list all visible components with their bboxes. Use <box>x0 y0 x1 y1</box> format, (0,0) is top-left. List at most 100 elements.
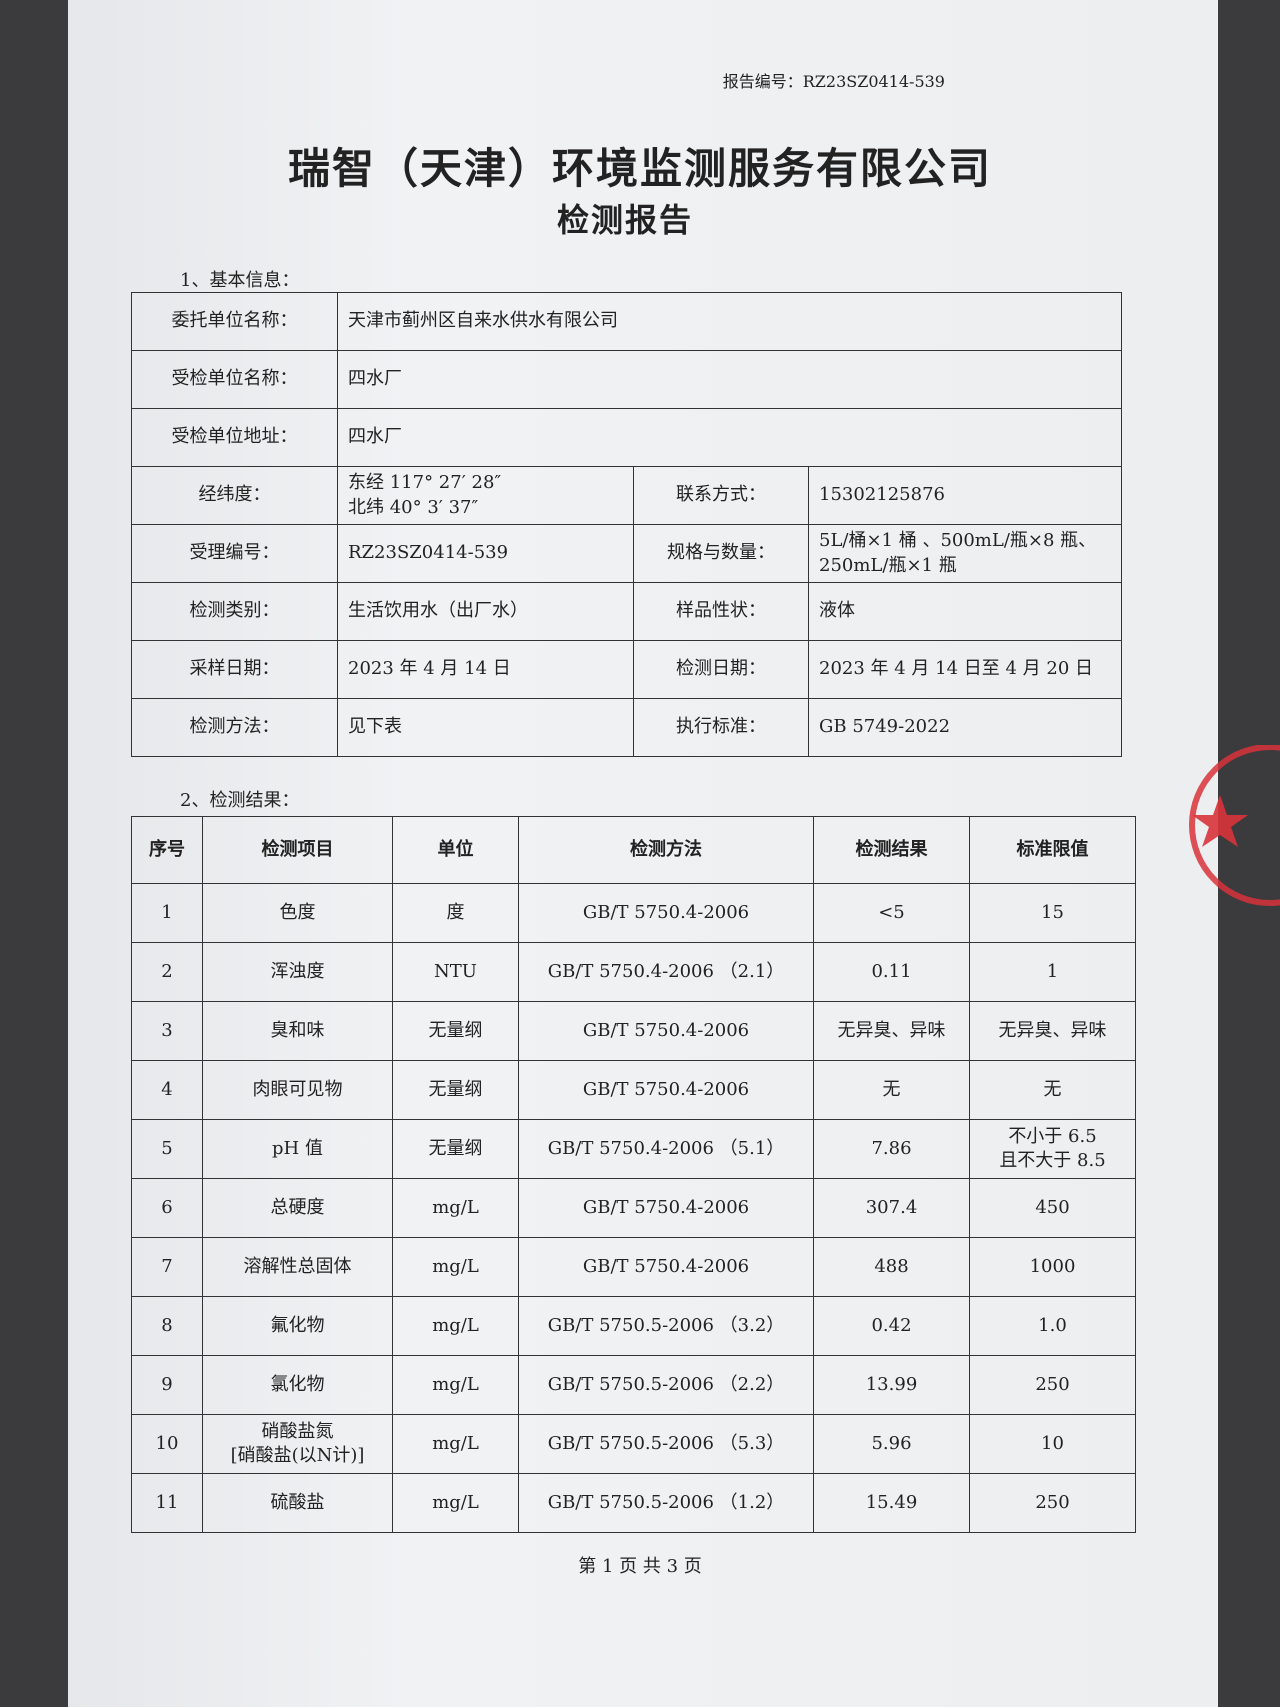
column-header: 序号 <box>131 816 203 884</box>
result-cell: 氟化物 <box>202 1296 393 1356</box>
info-value: 生活饮用水（出厂水） <box>337 582 634 641</box>
info-label: 联系方式： <box>633 466 809 525</box>
info-label: 经纬度： <box>131 466 338 525</box>
result-cell: GB/T 5750.5-2006 （2.2） <box>518 1355 814 1415</box>
result-cell: 硫酸盐 <box>202 1473 393 1533</box>
result-row: 8 氟化物 mg/L GB/T 5750.5-2006 （3.2） 0.42 1.0 <box>131 1296 1136 1356</box>
section-heading: 2、检测结果： <box>180 790 300 811</box>
result-cell: 1.0 <box>969 1296 1136 1356</box>
info-label: 受检单位名称： <box>131 350 338 409</box>
result-cell: GB/T 5750.5-2006 （3.2） <box>518 1296 814 1356</box>
result-cell: mg/L <box>392 1296 519 1356</box>
info-row: 受理编号： RZ23SZ0414-539 规格与数量： 5L/桶×1 桶 、500mL… <box>131 524 1123 583</box>
info-label: 检测日期： <box>633 640 809 699</box>
result-cell: mg/L <box>392 1473 519 1533</box>
result-row: 3 臭和味 无量纲 GB/T 5750.4-2006 无异臭、异味 无异臭、异味 <box>131 1001 1136 1061</box>
result-row: 5 pH 值无量纲 GB/T 5750.4-2006 （5.1） 7.86 不小于 6.… <box>131 1119 1136 1179</box>
result-row: 7 溶解性总固体 mg/L GB/T 5750.4-2006 488 1000 <box>131 1237 1136 1297</box>
result-cell: 2 <box>131 942 203 1002</box>
info-row: 受检单位名称： 四水厂 <box>131 350 1123 409</box>
result-cell: 色度 <box>202 883 393 943</box>
result-cell: mg/L <box>392 1178 519 1238</box>
result-cell: 250 <box>969 1473 1136 1533</box>
result-cell: 0.42 <box>813 1296 970 1356</box>
info-row: 委托单位名称： 天津市蓟州区自来水供水有限公司 <box>131 292 1123 351</box>
info-label: 规格与数量： <box>633 524 809 583</box>
result-cell: 无 <box>969 1060 1136 1120</box>
info-label: 检测类别： <box>131 582 338 641</box>
result-cell: 6 <box>131 1178 203 1238</box>
result-cell: 5 <box>131 1119 203 1179</box>
info-label: 委托单位名称： <box>131 292 338 351</box>
info-label: 执行标准： <box>633 698 809 757</box>
column-header: 检测项目 <box>202 816 393 884</box>
report-number: 报告编号：RZ23SZ0414-539 <box>722 72 945 91</box>
result-cell: 无 <box>813 1060 970 1120</box>
result-cell: 8 <box>131 1296 203 1356</box>
result-row: 1 色度度 GB/T 5750.4-2006 <5 15 <box>131 883 1136 943</box>
result-cell: 1000 <box>969 1237 1136 1297</box>
result-row: 10 硝酸盐氮 [硝酸盐(以N计)] mg/L GB/T 5750.5-2006 （5… <box>131 1414 1136 1474</box>
result-cell: 10 <box>969 1414 1136 1474</box>
info-value: 四水厂 <box>336 408 1123 467</box>
result-cell: 无量纲 <box>392 1119 519 1179</box>
result-cell: 0.11 <box>813 942 970 1002</box>
result-cell: 浑浊度 <box>202 942 393 1002</box>
result-cell: 臭和味 <box>202 1001 393 1061</box>
result-cell: 3 <box>131 1001 203 1061</box>
result-row: 11 硫酸盐 mg/L GB/T 5750.5-2006 （1.2） 15.49 250 <box>131 1473 1136 1533</box>
result-cell: 1 <box>969 942 1136 1002</box>
result-cell: 总硬度 <box>202 1178 393 1238</box>
result-row: 4 肉眼可见物 无量纲 GB/T 5750.4-2006 无无 <box>131 1060 1136 1120</box>
result-cell: 250 <box>969 1355 1136 1415</box>
info-value: 见下表 <box>337 698 634 757</box>
info-label: 采样日期： <box>131 640 338 699</box>
result-cell: GB/T 5750.4-2006 <box>518 1237 814 1297</box>
company-name: 瑞智（天津）环境监测服务有限公司 <box>287 144 992 193</box>
info-row: 采样日期： 2023 年 4 月 14 日检测日期： 2023 年 4 月 14 日… <box>131 640 1123 699</box>
info-row: 检测类别： 生活饮用水（出厂水） 样品性状： 液体 <box>131 582 1123 641</box>
result-cell: 11 <box>131 1473 203 1533</box>
result-cell: 1 <box>131 883 203 943</box>
result-cell: 度 <box>392 883 519 943</box>
info-value: 液体 <box>807 582 1123 641</box>
result-cell: 肉眼可见物 <box>202 1060 393 1120</box>
info-label: 样品性状： <box>633 582 809 641</box>
result-cell: mg/L <box>392 1414 519 1474</box>
result-cell: 氯化物 <box>202 1355 393 1415</box>
result-cell: 9 <box>131 1355 203 1415</box>
result-cell: 无异臭、异味 <box>813 1001 970 1061</box>
result-cell: GB/T 5750.4-2006 <box>518 1060 814 1120</box>
seal-stamp <box>1189 745 1280 906</box>
result-cell: 无量纲 <box>392 1060 519 1120</box>
basic-info-table: 委托单位名称： 天津市蓟州区自来水供水有限公司 受检单位名称： 四水厂 受检单位地址：四… <box>131 292 1123 757</box>
result-cell: 13.99 <box>813 1355 970 1415</box>
page-footer: 第 1 页 共 3 页 <box>578 1556 702 1577</box>
info-row: 受检单位地址： 四水厂 <box>131 408 1123 467</box>
result-cell: GB/T 5750.4-2006 <box>518 1001 814 1061</box>
result-row: 2 浑浊度 NTU GB/T 5750.4-2006 （2.1） 0.11 1 <box>131 942 1136 1002</box>
info-value: 5L/桶×1 桶 、500mL/瓶×8 瓶、 250mL/瓶×1 瓶 <box>807 524 1123 583</box>
result-cell: GB/T 5750.5-2006 （1.2） <box>518 1473 814 1533</box>
result-cell: 7.86 <box>813 1119 970 1179</box>
info-value: 四水厂 <box>336 350 1123 409</box>
column-header: 标准限值 <box>969 816 1136 884</box>
result-cell: 硝酸盐氮 [硝酸盐(以N计)] <box>202 1414 393 1474</box>
result-cell: GB/T 5750.4-2006 <box>518 1178 814 1238</box>
info-label: 受理编号： <box>131 524 338 583</box>
info-value: 2023 年 4 月 14 日 <box>337 640 634 699</box>
section-heading: 1、基本信息： <box>180 270 300 291</box>
result-cell: 7 <box>131 1237 203 1297</box>
result-cell: 4 <box>131 1060 203 1120</box>
result-cell: 5.96 <box>813 1414 970 1474</box>
info-row: 经纬度： 东经 117° 27′ 28″ 北纬 40° 3′ 37″ 联系方式： 15… <box>131 466 1123 525</box>
result-cell: GB/T 5750.4-2006 （5.1） <box>518 1119 814 1179</box>
result-cell: mg/L <box>392 1237 519 1297</box>
result-cell: mg/L <box>392 1355 519 1415</box>
result-cell: GB/T 5750.4-2006 <box>518 883 814 943</box>
result-cell: pH 值 <box>202 1119 393 1179</box>
result-cell: 溶解性总固体 <box>202 1237 393 1297</box>
info-label: 检测方法： <box>131 698 338 757</box>
result-cell: 450 <box>969 1178 1136 1238</box>
result-cell: 488 <box>813 1237 970 1297</box>
